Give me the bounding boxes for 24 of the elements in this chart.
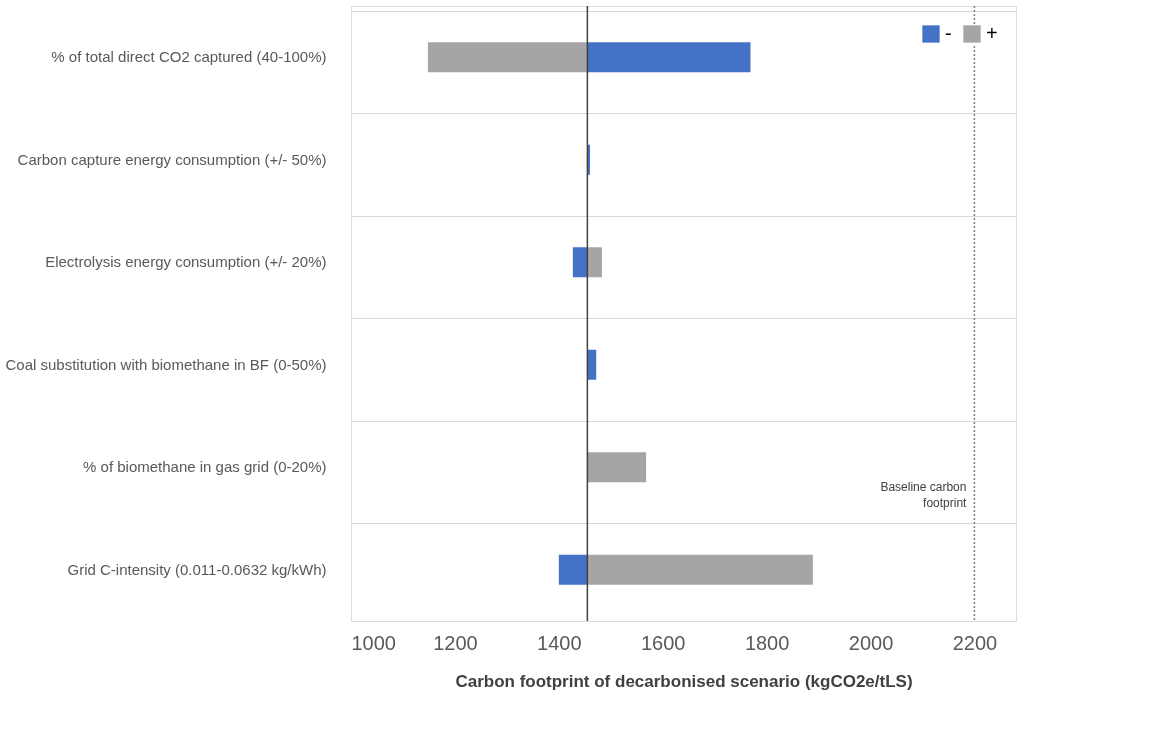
bar [427, 42, 588, 73]
bar [587, 42, 751, 73]
x-tick-label: 1200 [433, 631, 478, 654]
y-tick-label: % of total direct CO2 captured (40-100%) [51, 48, 327, 66]
bar [587, 452, 647, 483]
x-tick-label: 1600 [640, 631, 686, 654]
legend-label: - [945, 22, 952, 44]
x-tick-label: 2000 [848, 631, 894, 654]
x-tick-label: 1800 [744, 631, 790, 654]
x-axis-title: Carbon footprint of decarbonised scenario (kgCO2e/tLS) [455, 671, 913, 691]
y-tick-label: Carbon capture energy consumption (+/- 50%) [17, 150, 327, 168]
y-tick-label: Coal substitution with biomethane in BF (0-50%) [5, 355, 327, 373]
x-tick-label: 1000 [351, 631, 396, 654]
bar [587, 554, 813, 585]
x-tick-label: 1400 [537, 631, 582, 654]
bar [558, 554, 588, 585]
bar [572, 247, 588, 278]
y-tick-label: Grid C-intensity (0.011-0.0632 kg/kWh) [67, 560, 327, 578]
y-tick-label: Electrolysis energy consumption (+/- 20%) [45, 253, 327, 271]
x-tick-label: 2200 [952, 631, 998, 654]
legend-label: + [986, 22, 998, 44]
bar [587, 247, 602, 278]
ref-line-label: Baseline carbon footprint [880, 480, 968, 511]
y-tick-label: % of biomethane in gas grid (0-20%) [83, 458, 327, 476]
